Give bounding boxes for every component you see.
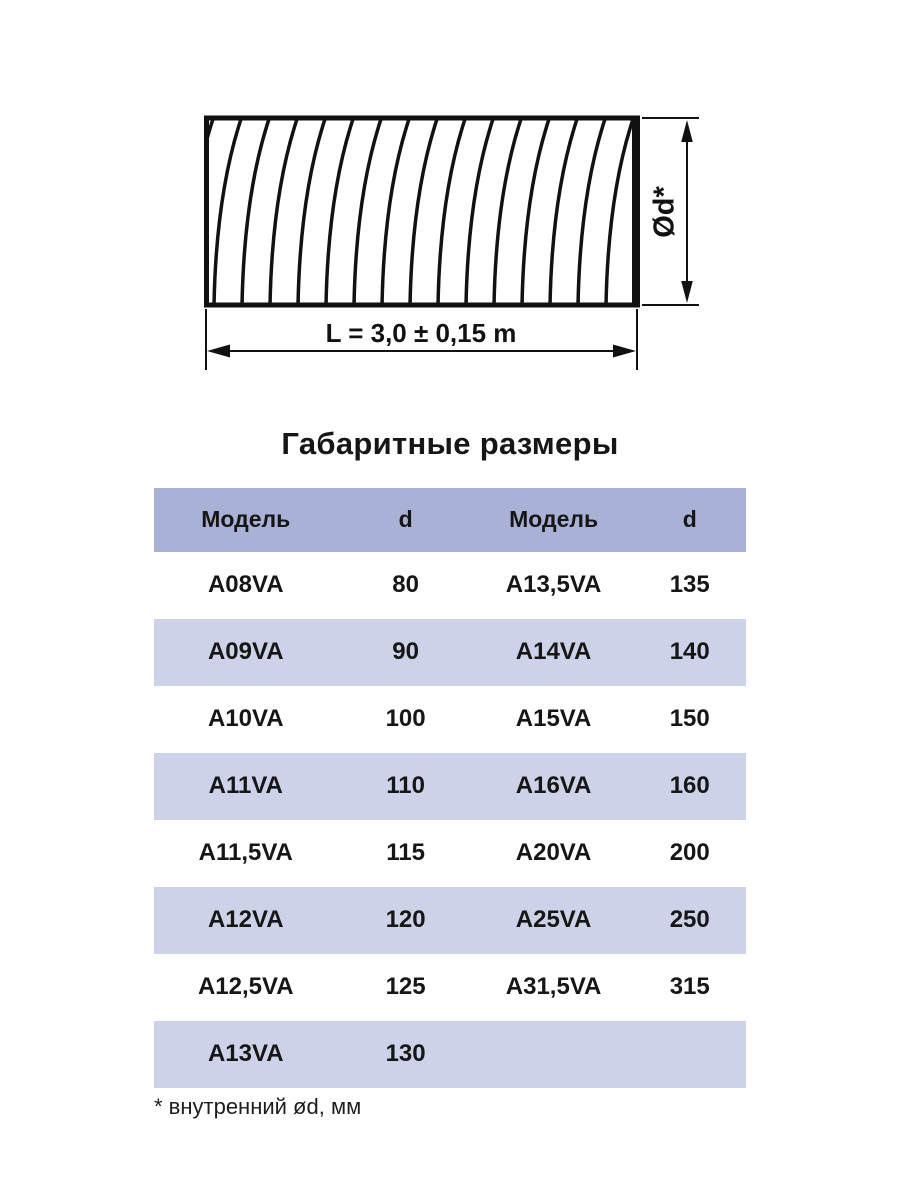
duct-technical-drawing: Ød* L = 3,0 ± 0,15 m xyxy=(204,115,699,370)
model-cell: A14VA xyxy=(515,638,592,666)
diameter-cell: 250 xyxy=(669,906,710,934)
arrow-down-icon xyxy=(681,281,693,303)
duct-hatch-lines xyxy=(209,120,632,303)
arrow-left-icon xyxy=(207,344,230,358)
table-row: A12,5VA 125 A31,5VA 315 xyxy=(154,954,746,1021)
section-title: Габаритные размеры xyxy=(281,426,619,461)
table-row: A08VA 80 A13,5VA 135 xyxy=(154,552,746,619)
model-cell: A31,5VA xyxy=(505,973,602,1001)
table-row: A11VA 110 A16VA 160 xyxy=(154,753,746,820)
arrow-right-icon xyxy=(613,344,636,358)
model-cell: A13VA xyxy=(207,1040,284,1068)
length-dimension: L = 3,0 ± 0,15 m xyxy=(205,309,638,370)
table-row: A13VA 130 xyxy=(154,1021,746,1088)
diameter-cell: 110 xyxy=(386,772,425,800)
model-cell: A15VA xyxy=(515,705,592,733)
footnote: * внутренний ød, мм xyxy=(154,1094,362,1119)
model-cell: A20VA xyxy=(515,839,592,867)
table-row: A11,5VA 115 A20VA 200 xyxy=(154,820,746,887)
model-cell: A12VA xyxy=(207,906,284,934)
model-cell: A12,5VA xyxy=(197,973,294,1001)
duct-outline xyxy=(204,115,640,308)
model-cell: A10VA xyxy=(207,705,284,733)
diameter-cell: 135 xyxy=(669,571,710,599)
diameter-cell: 80 xyxy=(392,571,419,599)
diameter-cell: 115 xyxy=(386,839,425,867)
diameter-label: Ød* xyxy=(649,186,681,238)
diameter-cell: 315 xyxy=(669,973,710,1001)
model-cell: A13,5VA xyxy=(505,571,602,599)
diameter-dimension: Ød* xyxy=(642,117,699,306)
dimensions-table: Модель d Модель d A08VA 80 A13,5VA 135 A… xyxy=(154,488,746,1088)
length-label: L = 3,0 ± 0,15 m xyxy=(326,318,517,348)
model-cell: A08VA xyxy=(207,571,284,599)
model-cell: A11VA xyxy=(208,772,283,800)
diameter-cell: 150 xyxy=(669,705,710,733)
diameter-cell: 140 xyxy=(669,638,710,666)
model-cell: A16VA xyxy=(515,772,592,800)
table-header-cell: Модель xyxy=(509,506,599,533)
table-header-cell: d xyxy=(682,506,697,533)
table-row: A10VA 100 A15VA 150 xyxy=(154,686,746,753)
table-header-cell: d xyxy=(398,506,413,533)
table-header-row: Модель d Модель d xyxy=(154,488,746,552)
diameter-cell: 130 xyxy=(385,1040,426,1068)
arrow-up-icon xyxy=(681,120,693,142)
model-cell: A11,5VA xyxy=(198,839,293,867)
model-cell: A09VA xyxy=(207,638,284,666)
diameter-cell: 90 xyxy=(392,638,419,666)
diameter-cell: 100 xyxy=(385,705,426,733)
diameter-cell: 125 xyxy=(385,973,426,1001)
model-cell: A25VA xyxy=(515,906,592,934)
table-row: A09VA 90 A14VA 140 xyxy=(154,619,746,686)
table-row: A12VA 120 A25VA 250 xyxy=(154,887,746,954)
diameter-cell: 160 xyxy=(669,772,710,800)
table-header-cell: Модель xyxy=(201,506,291,533)
diameter-cell: 200 xyxy=(669,839,710,867)
diameter-cell: 120 xyxy=(385,906,426,934)
